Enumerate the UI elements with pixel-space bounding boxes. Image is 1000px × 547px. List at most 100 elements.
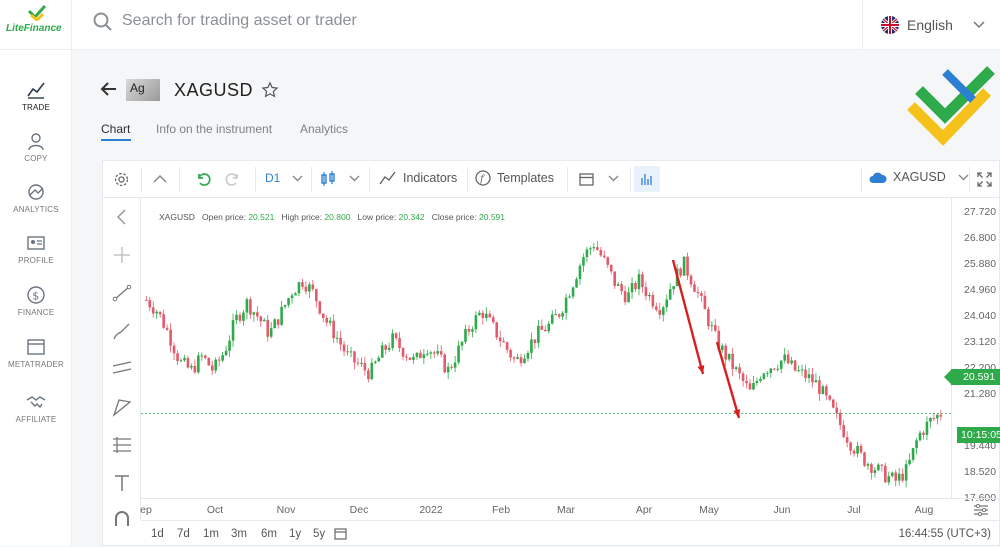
- candle-body: [849, 442, 852, 451]
- timeframe-button[interactable]: D1: [265, 171, 281, 185]
- candle-body: [873, 470, 877, 473]
- tab-chart[interactable]: Chart: [101, 122, 131, 136]
- candle-body: [797, 370, 800, 372]
- candle-body: [280, 306, 283, 325]
- candle-body: [356, 362, 360, 364]
- candles-type-icon[interactable]: [319, 170, 337, 188]
- pattern-icon[interactable]: [111, 396, 133, 418]
- candle-body: [530, 339, 533, 353]
- templates-button[interactable]: f Templates: [475, 170, 554, 186]
- period-1d[interactable]: 1d: [151, 528, 164, 540]
- channel-icon[interactable]: [111, 358, 133, 380]
- candle-body: [870, 464, 873, 473]
- indicators-button[interactable]: Indicators: [379, 170, 457, 186]
- period-1m[interactable]: 1m: [203, 528, 219, 540]
- crosshair-icon[interactable]: [111, 244, 133, 266]
- fullscreen-icon[interactable]: [977, 172, 992, 187]
- symbol-selector[interactable]: XAGUSD: [869, 170, 969, 184]
- axis-settings-icon[interactable]: [973, 503, 989, 517]
- candle-body: [523, 358, 526, 364]
- candle-body: [630, 282, 634, 293]
- candle-body: [779, 360, 783, 369]
- search-input[interactable]: Search for trading asset or trader: [122, 12, 357, 29]
- back-arrow-icon[interactable]: [100, 80, 118, 98]
- candle-body: [575, 279, 578, 288]
- candle-body: [890, 472, 894, 477]
- period-7d[interactable]: 7d: [177, 528, 190, 540]
- candle-body: [800, 369, 804, 371]
- candle-body: [415, 352, 419, 357]
- sidebar-item-affiliate[interactable]: AFFILIATE: [0, 392, 72, 440]
- candle-body: [825, 386, 828, 396]
- magnet-icon[interactable]: [111, 508, 133, 530]
- calendar-icon[interactable]: [334, 527, 347, 540]
- collapse-left-icon[interactable]: [111, 206, 133, 228]
- chevron-down-icon[interactable]: [349, 175, 360, 182]
- period-6m[interactable]: 6m: [261, 528, 277, 540]
- sidebar-item-analytics[interactable]: ANALYTICS: [0, 182, 72, 230]
- candle-body: [720, 345, 724, 351]
- candle-body: [349, 351, 353, 353]
- candle-body: [485, 313, 488, 319]
- candle-body: [831, 399, 835, 408]
- chevron-down-icon[interactable]: [292, 175, 303, 182]
- settings-gear-icon[interactable]: [113, 171, 130, 188]
- redo-icon[interactable]: [225, 171, 241, 187]
- brand-logo-large-icon: [907, 66, 995, 146]
- open-value: 20.521: [248, 212, 275, 222]
- chevron-down-icon[interactable]: [608, 175, 619, 182]
- search-icon[interactable]: [92, 11, 114, 33]
- chart-icon: [27, 82, 45, 99]
- trendline-icon[interactable]: [111, 282, 133, 304]
- language-label: English: [907, 17, 953, 33]
- calendar-icon[interactable]: [579, 172, 594, 186]
- time-label: Nov: [276, 504, 296, 516]
- candle-body: [190, 365, 193, 368]
- candle-body: [679, 268, 682, 276]
- candle-body: [557, 314, 561, 317]
- sidebar-item-copy[interactable]: COPY: [0, 131, 72, 179]
- favorite-star-icon[interactable]: [261, 81, 279, 99]
- candle-body: [877, 464, 880, 471]
- fib-icon[interactable]: [111, 434, 133, 456]
- price-chart[interactable]: XAGUSD Open price: 20.521 High price: 20…: [141, 198, 951, 498]
- sidebar: LiteFinance TRADE COPY ANALYTICS PROFILE $ FI…: [0, 0, 72, 546]
- tab-analytics[interactable]: Analytics: [300, 122, 349, 136]
- volume-toggle[interactable]: [634, 166, 660, 192]
- candle-body: [762, 373, 766, 379]
- analytics-icon: [28, 184, 44, 200]
- price-label: 23.120: [964, 335, 997, 348]
- symbol-selector-label: XAGUSD: [893, 170, 946, 184]
- candle-body: [197, 355, 200, 373]
- period-1y[interactable]: 1y: [289, 528, 302, 540]
- candle-body: [769, 368, 773, 374]
- candle-body: [776, 368, 780, 370]
- candle-body: [592, 247, 596, 249]
- brush-icon[interactable]: [111, 320, 133, 342]
- candle-body: [887, 476, 891, 483]
- sidebar-item-finance[interactable]: $ FINANCE: [0, 285, 72, 333]
- candle-body: [172, 345, 176, 354]
- time-axis[interactable]: ep Oct Nov Dec 2022 Feb Mar Apr May Jun Jul Aug: [140, 498, 1000, 520]
- period-3m[interactable]: 3m: [231, 528, 247, 540]
- candle-body: [148, 300, 152, 308]
- sidebar-item-metatrader[interactable]: METATRADER: [0, 337, 72, 385]
- sidebar-item-profile[interactable]: PROFILE: [0, 233, 72, 281]
- candle-body: [373, 361, 377, 363]
- period-5y[interactable]: 5y: [313, 528, 326, 540]
- candle-body: [641, 274, 644, 288]
- brand-logo[interactable]: LiteFinance: [0, 0, 72, 50]
- tab-info[interactable]: Info on the instrument: [156, 122, 273, 136]
- undo-icon[interactable]: [195, 171, 211, 187]
- candle-body: [537, 325, 540, 343]
- text-icon[interactable]: [111, 472, 133, 494]
- chevron-up-icon[interactable]: [153, 174, 167, 183]
- language-selector[interactable]: English: [862, 0, 1000, 50]
- sidebar-item-trade[interactable]: TRADE: [0, 80, 72, 128]
- candle-body: [353, 351, 356, 363]
- candle-body: [339, 337, 342, 345]
- bars-icon: [641, 174, 652, 185]
- price-scale[interactable]: 27.720 26.800 25.880 24.960 24.040 23.120 22.2…: [951, 198, 1000, 504]
- time-label: ep: [140, 504, 152, 516]
- candle-body: [748, 383, 752, 390]
